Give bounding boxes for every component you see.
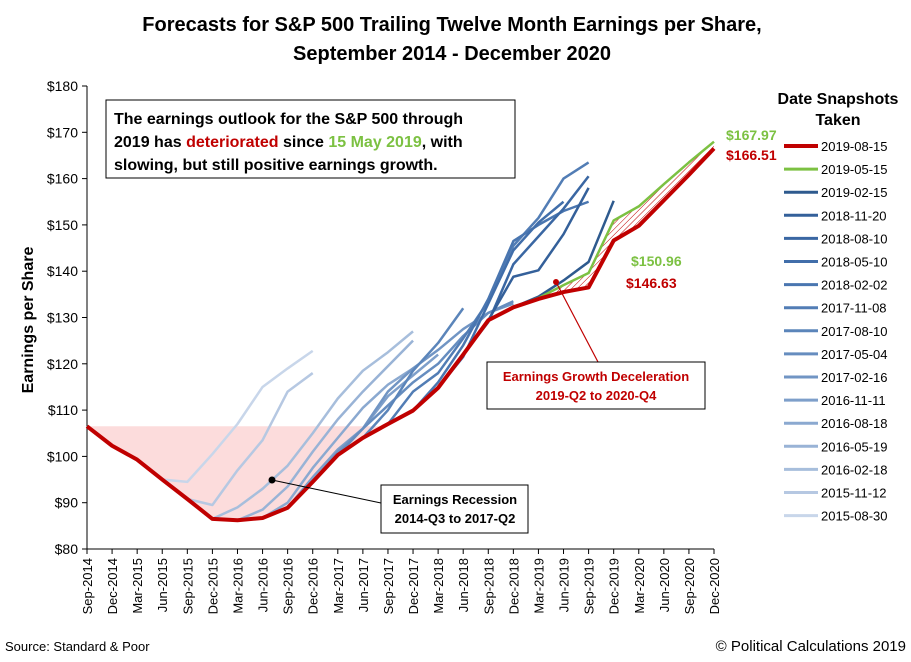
copyright-note: © Political Calculations 2019 bbox=[716, 638, 906, 655]
deceleration-box bbox=[486, 361, 706, 410]
x-tick-label: Mar-2017 bbox=[331, 558, 346, 614]
x-tick-label: Jun-2015 bbox=[155, 558, 170, 612]
x-tick-label: Mar-2018 bbox=[431, 558, 446, 614]
annotation-line-2: 2019 has deteriorated since 15 May 2019,… bbox=[114, 134, 463, 151]
legend-label-2015-11-12: 2015-11-12 bbox=[821, 486, 887, 501]
value-label-may-end: $167.97 bbox=[726, 127, 777, 143]
y-tick-label: $90 bbox=[55, 495, 79, 511]
x-tick-label: Sep-2019 bbox=[582, 558, 597, 614]
legend-label-2018-05-10: 2018-05-10 bbox=[821, 255, 888, 270]
y-axis-ticks: $80 $90 $100 $110 $120 $130 $140 $150 $160 $170 $1… bbox=[47, 78, 87, 557]
legend-label-2016-05-19: 2016-05-19 bbox=[821, 439, 888, 454]
x-tick-label: Jun-2016 bbox=[256, 558, 271, 612]
y-tick-label: $160 bbox=[47, 171, 78, 187]
deceleration-line-1: Earnings Growth Deceleration bbox=[503, 369, 689, 384]
y-tick-label: $180 bbox=[47, 78, 78, 94]
legend-label-2017-05-04: 2017-05-04 bbox=[821, 347, 888, 362]
recession-line-2: 2014-Q3 to 2017-Q2 bbox=[395, 511, 516, 526]
chart-title-line-2: September 2014 - December 2020 bbox=[293, 43, 611, 65]
x-tick-label: Dec-2020 bbox=[707, 558, 722, 614]
x-tick-label: Mar-2015 bbox=[130, 558, 145, 614]
recession-pointer-dot bbox=[268, 476, 276, 484]
legend-title-line-2: Taken bbox=[815, 112, 860, 129]
legend-label-2016-11-11: 2016-11-11 bbox=[821, 393, 886, 408]
x-tick-label: Sep-2016 bbox=[281, 558, 296, 614]
x-tick-label: Sep-2014 bbox=[80, 558, 95, 614]
x-tick-label: Dec-2015 bbox=[205, 558, 220, 614]
x-axis-ticks: Sep-2014 Dec-2014 Mar-2015 Jun-2015 Sep-2015… bbox=[80, 549, 722, 614]
legend-label-2017-02-16: 2017-02-16 bbox=[821, 370, 888, 385]
x-tick-label: Jun-2017 bbox=[356, 558, 371, 612]
value-label-aug-mid: $146.63 bbox=[626, 275, 677, 291]
recession-line-1: Earnings Recession bbox=[393, 492, 517, 507]
recession-pointer bbox=[271, 479, 382, 504]
annotation-line-1: The earnings outlook for the S&P 500 thr… bbox=[114, 111, 463, 128]
y-tick-label: $150 bbox=[47, 217, 78, 233]
deceleration-pointer bbox=[555, 281, 599, 363]
legend-label-2018-02-02: 2018-02-02 bbox=[821, 278, 888, 293]
y-tick-label: $130 bbox=[47, 310, 78, 326]
x-tick-label: Jun-2020 bbox=[657, 558, 672, 612]
y-tick-label: $80 bbox=[55, 541, 79, 557]
value-label-may-mid: $150.96 bbox=[631, 253, 682, 269]
legend-label-2016-08-18: 2016-08-18 bbox=[821, 416, 888, 431]
legend-label-2017-11-08: 2017-11-08 bbox=[821, 301, 887, 316]
x-tick-label: Dec-2017 bbox=[406, 558, 421, 614]
x-tick-label: Sep-2015 bbox=[180, 558, 195, 614]
x-tick-label: Sep-2017 bbox=[381, 558, 396, 614]
deceleration-line-2: 2019-Q2 to 2020-Q4 bbox=[536, 388, 657, 403]
x-tick-label: Dec-2019 bbox=[607, 558, 622, 614]
legend-label-2019-08-15: 2019-08-15 bbox=[821, 139, 888, 154]
legend: 2019-08-15 2019-05-15 2019-02-15 2018-11-20… bbox=[784, 139, 888, 524]
y-tick-label: $100 bbox=[47, 448, 78, 464]
recession-box bbox=[380, 484, 529, 534]
legend-label-2016-02-18: 2016-02-18 bbox=[821, 462, 888, 477]
legend-label-2019-05-15: 2019-05-15 bbox=[821, 162, 888, 177]
legend-title-line-1: Date Snapshots bbox=[778, 91, 899, 108]
x-tick-label: Dec-2014 bbox=[105, 558, 120, 614]
series-group bbox=[85, 140, 716, 523]
legend-label-2019-02-15: 2019-02-15 bbox=[821, 185, 888, 200]
x-tick-label: Sep-2020 bbox=[682, 558, 697, 614]
legend-label-2015-08-30: 2015-08-30 bbox=[821, 509, 888, 524]
deceleration-hatch bbox=[538, 141, 714, 299]
y-axis-label: Earnings per Share bbox=[20, 247, 37, 394]
value-label-aug-end: $166.51 bbox=[726, 147, 777, 163]
x-tick-label: Sep-2018 bbox=[481, 558, 496, 614]
y-tick-label: $110 bbox=[48, 402, 78, 418]
x-tick-label: Jun-2019 bbox=[557, 558, 572, 612]
legend-label-2018-08-10: 2018-08-10 bbox=[821, 231, 888, 246]
x-tick-label: Dec-2018 bbox=[506, 558, 521, 614]
legend-label-2018-11-20: 2018-11-20 bbox=[821, 208, 887, 223]
annotation-box bbox=[105, 99, 516, 179]
legend-label-2017-08-10: 2017-08-10 bbox=[821, 324, 888, 339]
series-line-2019-08-15 bbox=[85, 147, 716, 523]
x-tick-label: Mar-2019 bbox=[531, 558, 546, 614]
deceleration-pointer-dot bbox=[553, 279, 559, 285]
y-tick-label: $170 bbox=[47, 124, 78, 140]
annotation-line-3: slowing, but still positive earnings gro… bbox=[114, 157, 438, 174]
source-note: Source: Standard & Poor bbox=[5, 639, 150, 654]
chart-title-line-1: Forecasts for S&P 500 Trailing Twelve Mo… bbox=[142, 14, 761, 36]
x-tick-label: Jun-2018 bbox=[456, 558, 471, 612]
x-tick-label: Mar-2020 bbox=[632, 558, 647, 614]
y-tick-label: $120 bbox=[47, 356, 78, 372]
x-tick-label: Dec-2016 bbox=[306, 558, 321, 614]
y-tick-label: $140 bbox=[47, 263, 78, 279]
x-tick-label: Mar-2016 bbox=[230, 558, 245, 614]
